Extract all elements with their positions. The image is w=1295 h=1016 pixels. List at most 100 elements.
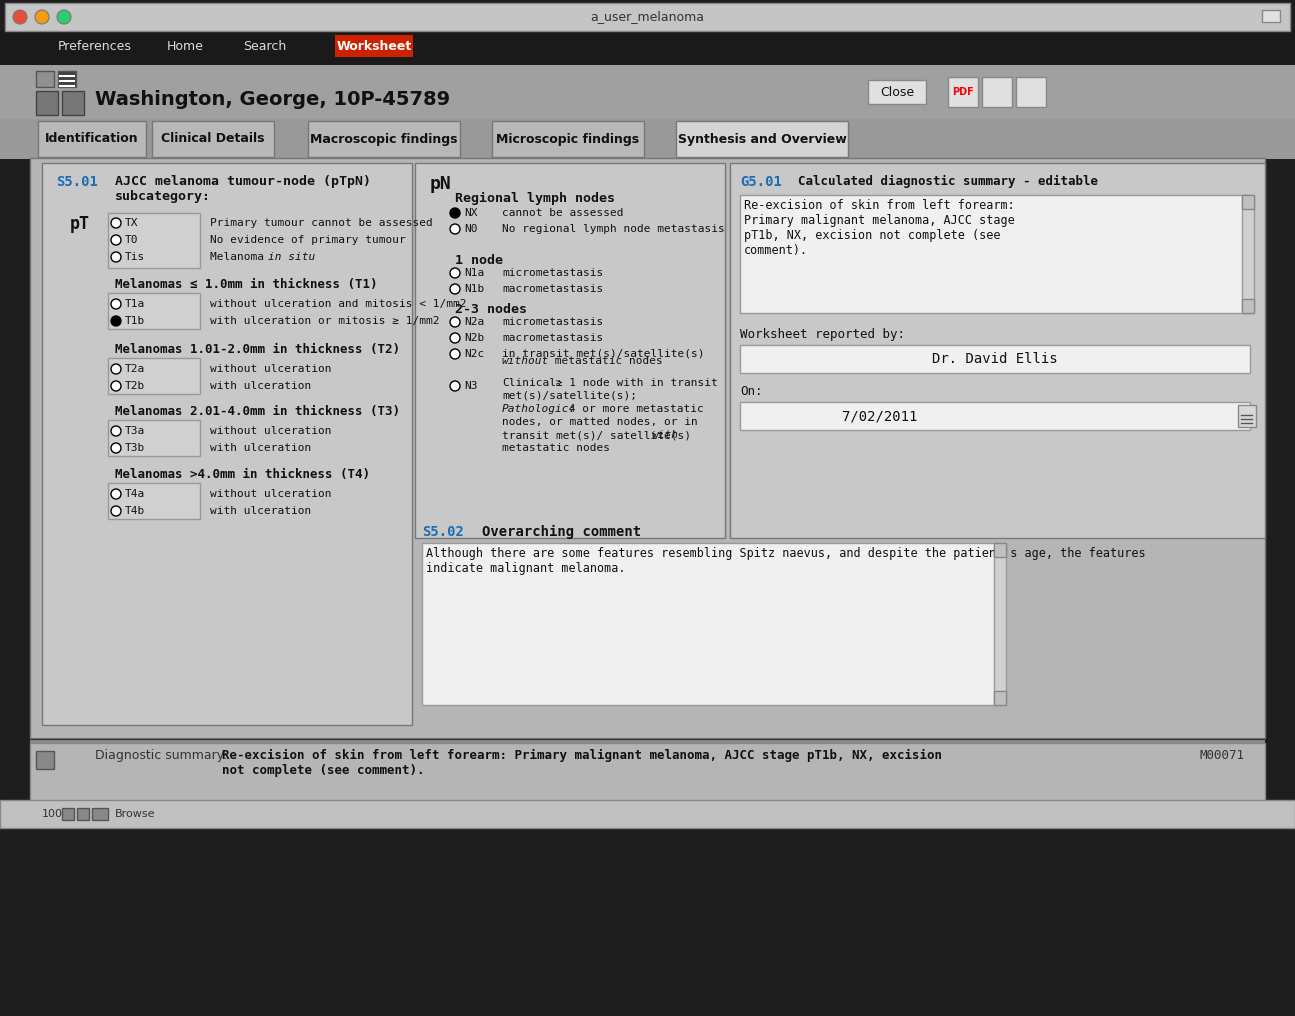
Circle shape bbox=[449, 381, 460, 391]
Text: Melanomas >4.0mm in thickness (T4): Melanomas >4.0mm in thickness (T4) bbox=[115, 468, 370, 481]
Circle shape bbox=[111, 364, 120, 374]
Text: Melanomas 1.01-2.0mm in thickness (T2): Melanomas 1.01-2.0mm in thickness (T2) bbox=[115, 343, 400, 356]
Bar bbox=[1238, 405, 1256, 427]
Text: Melanoma: Melanoma bbox=[210, 252, 271, 262]
Text: T3a: T3a bbox=[126, 426, 145, 436]
Text: ≥ 1 node with in transit: ≥ 1 node with in transit bbox=[549, 378, 717, 388]
Bar bbox=[38, 121, 146, 157]
Text: in transit met(s)/satellite(s): in transit met(s)/satellite(s) bbox=[502, 350, 704, 359]
Text: S5.02: S5.02 bbox=[422, 525, 464, 539]
Text: N0: N0 bbox=[464, 224, 478, 234]
Text: NX: NX bbox=[464, 208, 478, 218]
Bar bbox=[1242, 299, 1254, 313]
Text: Re-excision of skin from left forearm: Primary malignant melanoma, AJCC stage pT: Re-excision of skin from left forearm: P… bbox=[221, 749, 941, 762]
Circle shape bbox=[449, 224, 460, 234]
Text: PDF: PDF bbox=[952, 87, 974, 97]
Circle shape bbox=[57, 10, 71, 24]
Bar bbox=[1017, 77, 1046, 107]
Text: Dr. David Ellis: Dr. David Ellis bbox=[932, 352, 1058, 366]
Text: On:: On: bbox=[739, 385, 763, 398]
Text: TX: TX bbox=[126, 218, 139, 228]
Circle shape bbox=[111, 506, 120, 516]
Text: 7/02/2011: 7/02/2011 bbox=[842, 409, 918, 423]
Bar bbox=[30, 743, 1265, 801]
Bar bbox=[730, 163, 1265, 538]
Text: Calculated diagnostic summary - editable: Calculated diagnostic summary - editable bbox=[798, 175, 1098, 188]
Bar bbox=[0, 65, 1295, 121]
Text: T2a: T2a bbox=[126, 364, 145, 374]
Bar bbox=[36, 751, 54, 769]
Text: Synthesis and Overview: Synthesis and Overview bbox=[677, 132, 847, 145]
Bar bbox=[492, 121, 644, 157]
Text: N2a: N2a bbox=[464, 317, 484, 327]
Text: Primary tumour cannot be assessed: Primary tumour cannot be assessed bbox=[210, 218, 433, 228]
Text: Re-excision of skin from left forearm:
Primary malignant melanoma, AJCC stage
pT: Re-excision of skin from left forearm: P… bbox=[745, 199, 1015, 257]
Text: Although there are some features resembling Spitz naevus, and despite the patien: Although there are some features resembl… bbox=[426, 547, 1146, 575]
Text: met(s)/satellite(s);: met(s)/satellite(s); bbox=[502, 391, 637, 401]
Circle shape bbox=[111, 218, 120, 228]
Text: 4 or more metastatic: 4 or more metastatic bbox=[562, 404, 703, 414]
Text: micrometastasis: micrometastasis bbox=[502, 268, 603, 278]
Text: pT: pT bbox=[70, 215, 89, 233]
Bar bbox=[62, 91, 84, 115]
Text: Melanomas 2.01-4.0mm in thickness (T3): Melanomas 2.01-4.0mm in thickness (T3) bbox=[115, 405, 400, 418]
Text: Close: Close bbox=[879, 85, 914, 99]
Circle shape bbox=[35, 10, 49, 24]
Text: with ulceration or mitosis ≥ 1/mm2: with ulceration or mitosis ≥ 1/mm2 bbox=[210, 316, 439, 326]
Text: N1a: N1a bbox=[464, 268, 484, 278]
Bar bbox=[422, 543, 1002, 705]
Text: Washington, George, 10P-45789: Washington, George, 10P-45789 bbox=[95, 90, 451, 109]
Text: micrometastasis: micrometastasis bbox=[502, 317, 603, 327]
Bar bbox=[868, 80, 926, 104]
Text: cannot be assessed: cannot be assessed bbox=[502, 208, 623, 218]
Bar bbox=[982, 77, 1011, 107]
Text: No evidence of primary tumour: No evidence of primary tumour bbox=[210, 235, 405, 245]
Text: Browse: Browse bbox=[115, 809, 155, 819]
Text: Melanomas ≤ 1.0mm in thickness (T1): Melanomas ≤ 1.0mm in thickness (T1) bbox=[115, 278, 378, 291]
Circle shape bbox=[111, 381, 120, 391]
Text: Identification: Identification bbox=[45, 132, 139, 145]
Text: T4a: T4a bbox=[126, 489, 145, 499]
Bar bbox=[107, 483, 199, 519]
Text: with ulceration: with ulceration bbox=[210, 506, 311, 516]
Text: without ulceration: without ulceration bbox=[210, 489, 332, 499]
Text: subcategory:: subcategory: bbox=[115, 190, 211, 203]
Text: Diagnostic summary:: Diagnostic summary: bbox=[95, 749, 228, 762]
Bar bbox=[948, 77, 978, 107]
Circle shape bbox=[111, 299, 120, 309]
Text: Clinical:: Clinical: bbox=[502, 378, 563, 388]
Text: Worksheet reported by:: Worksheet reported by: bbox=[739, 328, 905, 341]
Bar bbox=[107, 213, 199, 268]
Bar bbox=[995, 543, 1006, 705]
Circle shape bbox=[13, 10, 27, 24]
Bar bbox=[739, 402, 1250, 430]
Bar bbox=[1263, 10, 1279, 22]
Text: Search: Search bbox=[243, 40, 286, 53]
Bar bbox=[30, 158, 1265, 738]
Text: M00071: M00071 bbox=[1200, 749, 1244, 762]
Circle shape bbox=[449, 268, 460, 278]
Text: N2b: N2b bbox=[464, 333, 484, 343]
Circle shape bbox=[111, 252, 120, 262]
Bar bbox=[1242, 195, 1254, 209]
Text: 100: 100 bbox=[41, 809, 63, 819]
Text: 2-3 nodes: 2-3 nodes bbox=[455, 303, 527, 316]
Text: pN: pN bbox=[430, 175, 452, 193]
Text: a_user_melanoma: a_user_melanoma bbox=[591, 10, 704, 23]
Bar bbox=[676, 121, 848, 157]
Text: Clinical Details: Clinical Details bbox=[162, 132, 264, 145]
Bar bbox=[5, 3, 1290, 31]
Text: Microscopic findings: Microscopic findings bbox=[496, 132, 640, 145]
Text: Home: Home bbox=[167, 40, 203, 53]
Text: macrometastasis: macrometastasis bbox=[502, 333, 603, 343]
Circle shape bbox=[449, 208, 460, 218]
Text: Pathologic:: Pathologic: bbox=[502, 404, 576, 414]
Bar bbox=[92, 808, 107, 820]
Circle shape bbox=[111, 489, 120, 499]
Bar bbox=[995, 691, 1006, 705]
Bar bbox=[1242, 195, 1254, 313]
Bar bbox=[58, 71, 76, 87]
Text: Regional lymph nodes: Regional lymph nodes bbox=[455, 192, 615, 205]
Bar bbox=[30, 740, 1265, 743]
Circle shape bbox=[111, 316, 120, 326]
